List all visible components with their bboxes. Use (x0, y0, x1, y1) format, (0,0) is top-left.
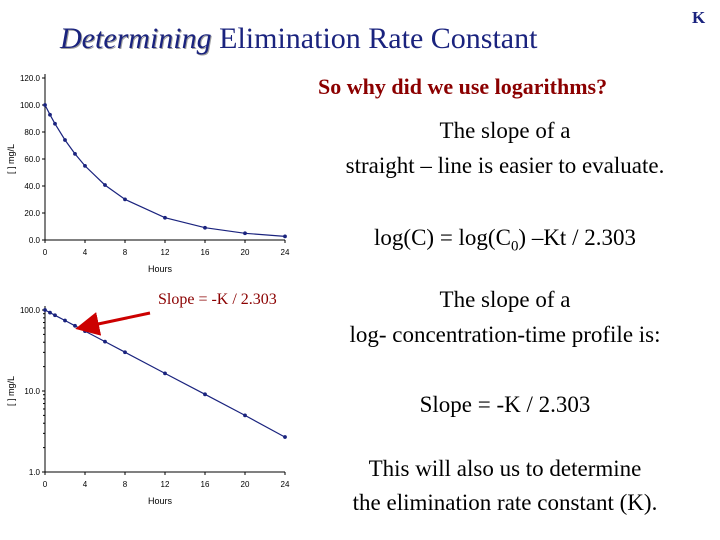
data-point (283, 234, 287, 239)
x-tick-label: 24 (281, 248, 290, 257)
x-tick-label: 20 (241, 480, 250, 489)
equation-prefix: log(C) = log(C (374, 225, 511, 250)
data-point (103, 183, 107, 187)
x-tick-label: 12 (161, 480, 170, 489)
y-axis-label: [ ] mg/L (6, 144, 16, 174)
question-text: So why did we use logarithms? (318, 74, 608, 99)
y-axis-label: [ ] mg/L (6, 376, 16, 406)
data-point (63, 138, 67, 142)
data-point (73, 151, 77, 156)
slope-annotation-label: Slope = -K / 2.303 (158, 291, 277, 308)
x-tick-label: 16 (201, 480, 210, 489)
data-point (43, 308, 47, 312)
log-slope-line-1: The slope of a (439, 287, 571, 312)
equation-subscript: 0 (510, 238, 519, 255)
log-concentration-chart: 1.0 10.0 100.0 0 4 8 12 16 20 24 Hours [ ] mg/L (6, 306, 290, 506)
x-axis-label: Hours (148, 496, 173, 506)
x-tick-label: 20 (241, 248, 250, 257)
title-rest: Elimination Rate Constant (211, 22, 538, 55)
slope-line-1: The slope of a (439, 118, 571, 143)
y-tick-label: 40.0 (24, 182, 40, 191)
data-point (83, 163, 87, 168)
slope-line-2: straight – line is easier to evaluate. (345, 153, 665, 178)
x-tick-label: 16 (201, 248, 210, 257)
x-tick-label: 4 (83, 248, 88, 257)
data-point (123, 350, 127, 355)
annotation-arrow (75, 311, 151, 336)
data-point (43, 103, 47, 107)
data-point (283, 435, 287, 439)
data-point (53, 121, 57, 126)
y-tick-label: 10.0 (24, 387, 40, 396)
x-tick-label: 12 (161, 248, 170, 257)
data-point (243, 413, 247, 418)
data-point (48, 112, 52, 117)
conclusion-line-2: the elimination rate constant (K). (352, 490, 658, 515)
data-point (103, 339, 107, 344)
slide-title: Determining Elimination Rate Constant (60, 22, 537, 56)
data-point (163, 371, 167, 376)
data-point (123, 197, 127, 202)
y-tick-label: 20.0 (24, 209, 40, 218)
title-emphasis: Determining (60, 22, 212, 55)
x-tick-label: 8 (123, 248, 128, 257)
y-tick-label: 0.0 (29, 236, 41, 245)
linear-concentration-chart: 0.0 20.0 40.0 60.0 80.0 100.0 120.0 0 4 8 12 16 20 24… (6, 74, 290, 274)
equation-suffix: ) –Kt / 2.303 (518, 225, 636, 250)
log-equation: log(C) = log(C0) –Kt / 2.303 (300, 225, 710, 256)
x-tick-label: 0 (43, 480, 48, 489)
slope-formula: Slope = -K / 2.303 (419, 392, 591, 417)
y-tick-label: 120.0 (20, 74, 41, 83)
data-point (63, 318, 67, 323)
data-point (53, 313, 57, 318)
x-tick-label: 8 (123, 480, 128, 489)
y-tick-label: 60.0 (24, 155, 40, 164)
data-point (163, 215, 167, 220)
y-tick-label: 80.0 (24, 128, 40, 137)
data-point (203, 225, 207, 230)
y-tick-label: 100.0 (20, 101, 41, 110)
x-axis-label: Hours (148, 264, 173, 274)
y-tick-label: 100.0 (20, 306, 41, 315)
x-tick-label: 4 (83, 480, 88, 489)
x-tick-label: 0 (43, 248, 48, 257)
corner-label: K (692, 8, 706, 27)
data-point (48, 310, 52, 315)
x-tick-label: 24 (281, 480, 290, 489)
conclusion-line-1: This will also us to determine (368, 456, 642, 481)
data-point (203, 392, 207, 397)
log-slope-line-2: log- concentration-time profile is: (349, 322, 661, 347)
data-point (243, 231, 247, 236)
y-tick-label: 1.0 (29, 468, 41, 477)
